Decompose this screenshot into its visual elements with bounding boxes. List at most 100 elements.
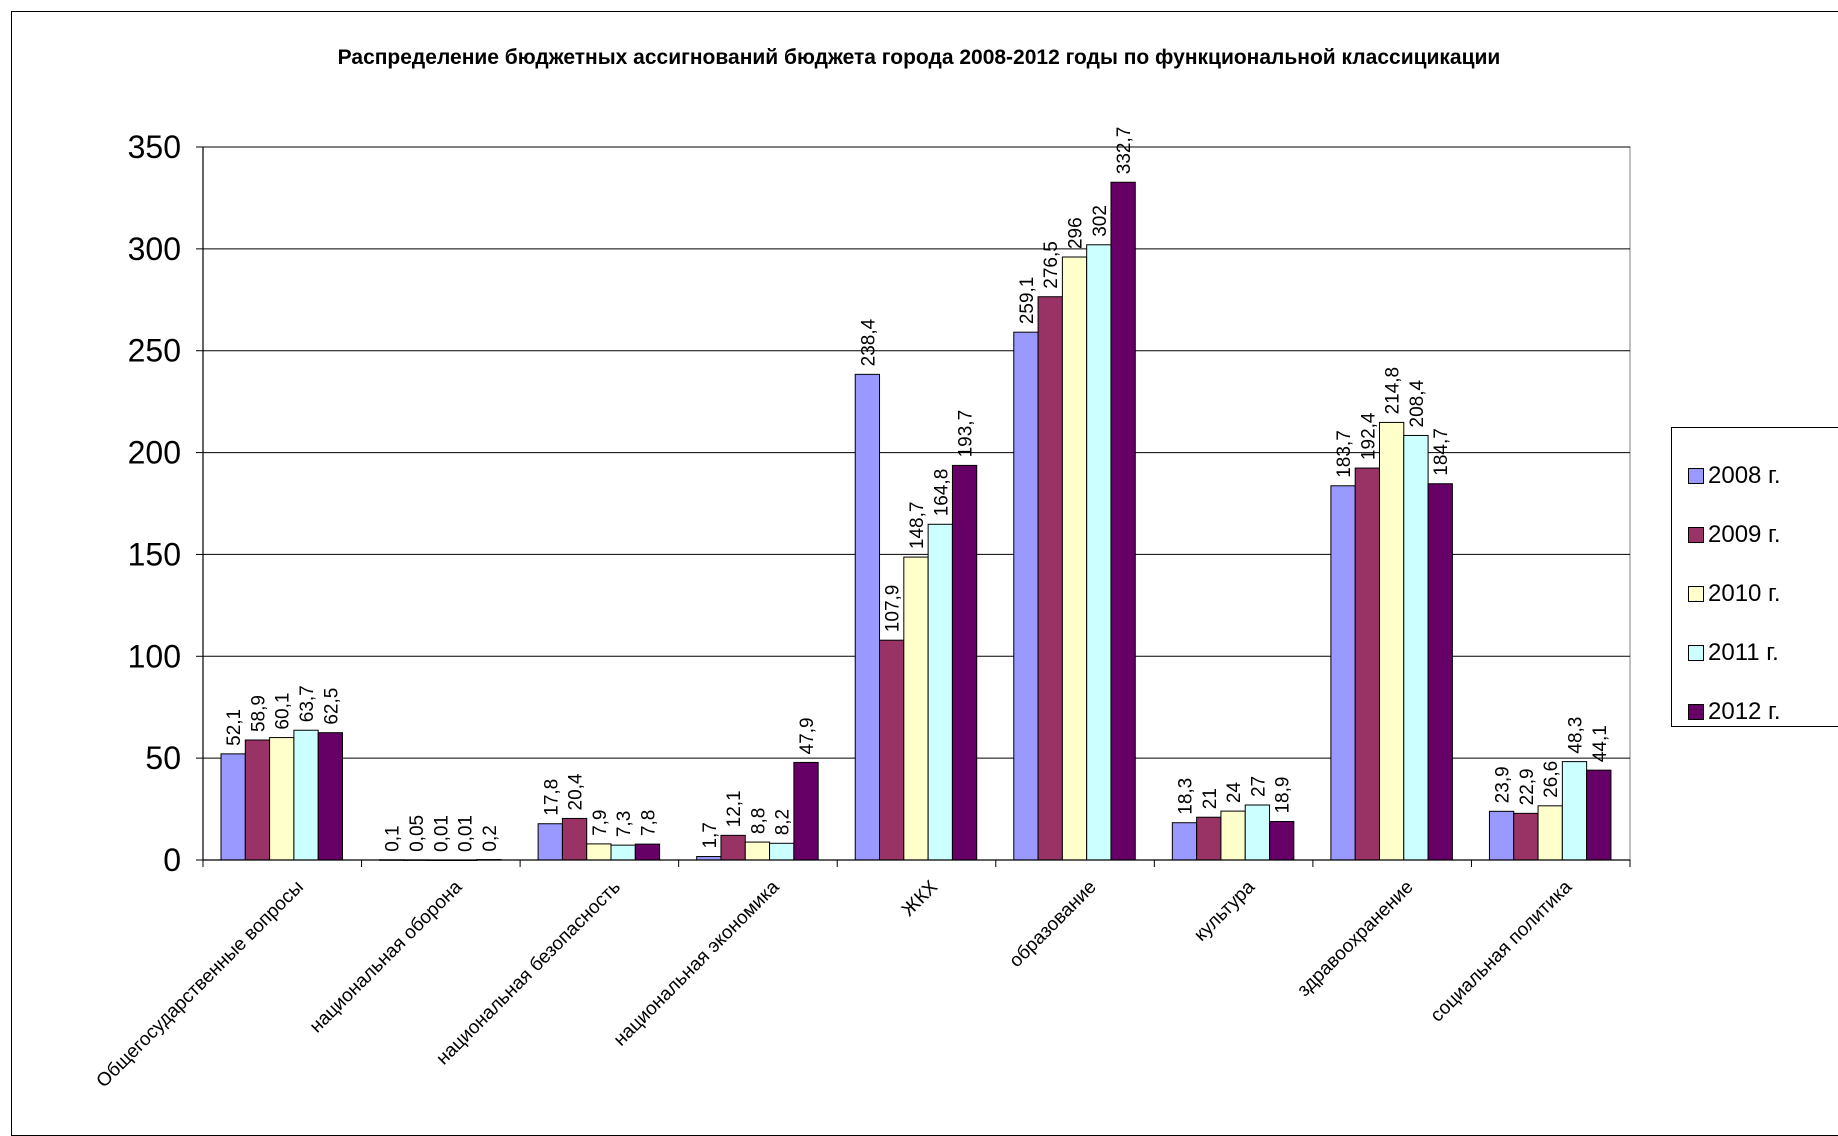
data-label: 148,7 — [907, 502, 928, 550]
data-label: 214,8 — [1383, 367, 1404, 415]
data-label: 18,3 — [1175, 778, 1196, 815]
legend-item: 2009 г. — [1688, 520, 1781, 550]
data-label: 107,9 — [883, 585, 904, 633]
legend-item: 2012 г. — [1688, 697, 1781, 727]
bar — [769, 842, 795, 861]
x-category-label: национальная оборона — [306, 876, 467, 1037]
data-label: 7,8 — [638, 810, 659, 836]
bar — [244, 739, 271, 861]
bar — [610, 844, 636, 861]
data-label: 8,2 — [773, 809, 794, 835]
legend-swatch — [1688, 704, 1704, 720]
y-tick-label: 350 — [128, 129, 181, 165]
bar — [1220, 810, 1246, 861]
data-label: 302 — [1090, 205, 1111, 237]
legend-label: 2012 г. — [1708, 698, 1781, 725]
legend-label: 2011 г. — [1708, 639, 1779, 666]
bar — [1171, 822, 1198, 861]
bar — [293, 729, 319, 861]
data-label: 22,9 — [1517, 768, 1538, 805]
data-label: 44,1 — [1590, 725, 1611, 762]
bar — [903, 556, 929, 861]
data-label: 47,9 — [797, 717, 818, 754]
legend-swatch — [1688, 586, 1704, 602]
data-label: 7,9 — [590, 809, 611, 835]
legend: 2008 г. 2009 г. 2010 г. 2011 г. 2012 г. — [1671, 427, 1838, 727]
bar — [1086, 244, 1112, 861]
y-tick-label: 100 — [128, 638, 181, 674]
bar — [1427, 483, 1453, 861]
x-category-label: Общегосударственные вопросы — [93, 877, 308, 1092]
bar — [1537, 805, 1563, 861]
x-category-label: национальная безопасность — [432, 877, 625, 1070]
data-label: 26,6 — [1541, 761, 1562, 798]
data-label: 17,8 — [541, 779, 562, 816]
bar — [1330, 485, 1356, 861]
data-label: 184,7 — [1431, 428, 1452, 476]
data-label: 27 — [1248, 776, 1269, 797]
bar — [1110, 181, 1136, 861]
bar — [1378, 421, 1405, 861]
x-category-label: национальная экономика — [610, 876, 784, 1050]
data-label: 1,7 — [700, 822, 721, 848]
data-label: 183,7 — [1334, 430, 1355, 478]
bar — [1037, 296, 1063, 861]
bar — [1013, 331, 1039, 861]
bar — [634, 843, 661, 861]
bar — [561, 817, 588, 861]
y-tick-label: 50 — [145, 740, 181, 776]
data-label: 60,1 — [273, 693, 294, 730]
bar — [720, 834, 746, 861]
data-label: 21 — [1200, 788, 1221, 809]
x-category-label: здравоохранение — [1293, 877, 1417, 1001]
data-label: 296 — [1066, 217, 1087, 249]
y-tick-label: 250 — [128, 333, 181, 369]
bar — [1196, 816, 1222, 861]
bar — [793, 761, 819, 861]
bar — [1061, 256, 1088, 861]
bar — [744, 841, 771, 861]
x-category-label: ЖКХ — [898, 876, 942, 920]
bar — [586, 843, 612, 861]
bar — [854, 373, 881, 861]
y-tick-label: 0 — [163, 842, 181, 878]
x-category-label: социальная политика — [1427, 876, 1577, 1026]
bar — [317, 732, 344, 861]
data-label: 164,8 — [931, 469, 952, 517]
data-label: 0,1 — [383, 825, 404, 851]
legend-label: 2008 г. — [1708, 462, 1781, 489]
bars — [220, 181, 1612, 861]
legend-label: 2009 г. — [1708, 521, 1781, 548]
data-label: 238,4 — [858, 318, 879, 366]
data-label: 18,9 — [1273, 777, 1294, 814]
legend-swatch — [1688, 645, 1704, 661]
data-label: 0,05 — [407, 815, 428, 852]
bar — [1513, 812, 1539, 861]
data-label: 8,8 — [748, 808, 769, 834]
data-label: 62,5 — [321, 688, 342, 725]
legend-item: 2010 г. — [1688, 579, 1781, 609]
legend-item: 2008 г. — [1688, 461, 1781, 491]
data-label: 259,1 — [1017, 277, 1038, 325]
y-tick-label: 200 — [128, 435, 181, 471]
data-label: 0,01 — [431, 815, 452, 852]
data-labels: 52,1 0,1 17,8 1,7 238,4 259,1 18,3 183,7 23,9 58,… — [224, 127, 1611, 852]
data-label: 63,7 — [297, 685, 318, 722]
data-label: 332,7 — [1114, 127, 1135, 175]
data-label: 276,5 — [1041, 241, 1062, 289]
legend-swatch — [1688, 468, 1704, 484]
data-label: 192,4 — [1358, 412, 1379, 460]
data-label: 0,2 — [480, 825, 501, 851]
bar — [1244, 804, 1271, 861]
data-label: 48,3 — [1565, 717, 1586, 754]
data-label: 20,4 — [566, 773, 587, 810]
bar — [537, 823, 563, 861]
x-category-label: образование — [1005, 877, 1100, 972]
bar — [927, 523, 953, 861]
bar — [879, 639, 905, 861]
legend-item: 2011 г. — [1688, 638, 1779, 668]
data-label: 0,01 — [456, 815, 477, 852]
bar — [1488, 810, 1515, 861]
data-label: 193,7 — [956, 410, 977, 458]
